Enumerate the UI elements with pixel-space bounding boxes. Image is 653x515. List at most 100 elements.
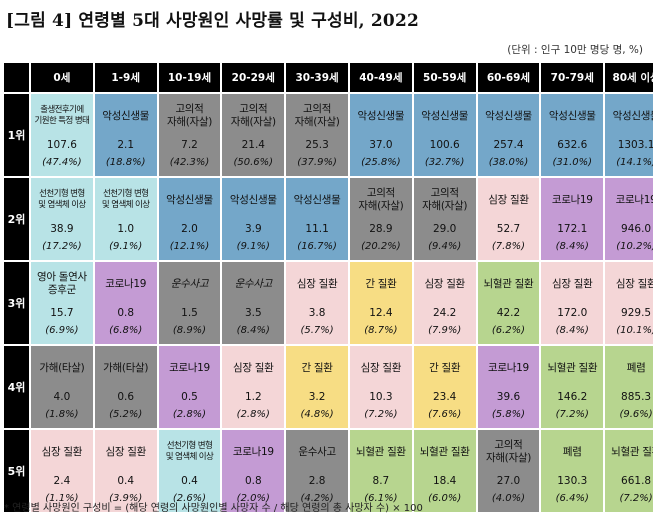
cause-name: 가해(타살) <box>103 361 149 374</box>
table-cell: 심장 질환 172.0 (8.4%) <box>541 262 604 344</box>
cause-name: 고의적 자해(자살) <box>485 439 531 464</box>
composition-percent: (7.2%) <box>619 493 653 504</box>
table-cell: 악성신생물 3.9 (9.1%) <box>222 178 285 260</box>
composition-percent: (9.6%) <box>619 409 653 420</box>
death-rate: 1.5 <box>181 307 198 319</box>
figure-title: [그림 4] 연령별 5대 사망원인 사망률 및 구성비, 2022 <box>6 11 420 31</box>
composition-percent: (8.4%) <box>555 241 589 252</box>
composition-percent: (9.1%) <box>236 241 270 252</box>
age-header: 10-19세 <box>158 63 221 92</box>
table-cell: 뇌혈관 질환 42.2 (6.2%) <box>477 262 540 344</box>
rank-label: 4위 <box>4 346 29 428</box>
cause-name: 심장 질환 <box>615 277 653 290</box>
death-rate: 11.1 <box>305 223 329 235</box>
composition-percent: (31.0%) <box>552 157 593 168</box>
composition-percent: (20.2%) <box>361 241 401 252</box>
table-cell: 폐렴 130.3 (6.4%) <box>541 430 604 512</box>
cause-name: 간 질환 <box>365 277 397 290</box>
death-rate: 0.4 <box>117 475 135 487</box>
table-cell: 뇌혈관 질환 661.8 (7.2%) <box>605 430 653 512</box>
composition-percent: (42.3%) <box>169 157 210 168</box>
table-cell: 코로나19 0.8 (6.8%) <box>94 262 157 344</box>
age-header: 70-79세 <box>541 63 604 92</box>
death-rate: 0.6 <box>117 391 135 403</box>
composition-percent: (5.7%) <box>300 325 334 336</box>
death-rate: 3.9 <box>244 223 262 235</box>
cause-name: 뇌혈관 질환 <box>611 445 653 458</box>
death-rate: 38.9 <box>50 223 74 235</box>
cause-name: 뇌혈관 질환 <box>355 445 406 458</box>
table-cell: 영아 돌연사 증후군 15.7 (6.9%) <box>31 262 93 344</box>
cause-name: 심장 질환 <box>424 277 465 290</box>
table-cell: 심장 질환 1.2 (2.8%) <box>222 346 285 428</box>
table-cell: 악성신생물 100.6 (32.7%) <box>413 94 476 176</box>
death-rate: 3.5 <box>244 307 262 319</box>
cause-name: 영아 돌연사 증후군 <box>36 271 87 296</box>
death-rate: 146.2 <box>557 391 588 403</box>
death-rate: 929.5 <box>621 307 652 319</box>
cause-name: 악성신생물 <box>102 109 150 122</box>
cause-name: 뇌혈관 질환 <box>483 277 534 290</box>
death-rate: 28.9 <box>369 223 393 235</box>
table-cell: 선천기형 변형 및 염색체 이상 38.9 (17.2%) <box>31 178 93 260</box>
cause-name: 고의적 자해(자살) <box>422 187 468 212</box>
composition-percent: (9.1%) <box>109 241 143 252</box>
age-header: 50-59세 <box>413 63 476 92</box>
cause-name: 코로나19 <box>615 193 653 206</box>
cause-name: 고의적 자해(자살) <box>230 103 276 128</box>
death-rate: 2.4 <box>53 475 71 487</box>
table-cell: 뇌혈관 질환 8.7 (6.1%) <box>349 430 412 512</box>
composition-percent: (6.0%) <box>428 493 462 504</box>
table-cell: 뇌혈관 질환 146.2 (7.2%) <box>541 346 604 428</box>
death-rate: 7.2 <box>181 139 198 151</box>
cause-name: 폐렴 <box>562 445 582 458</box>
death-rate: 130.3 <box>557 475 588 487</box>
death-rate: 0.8 <box>117 307 135 319</box>
composition-percent: (6.1%) <box>364 493 398 504</box>
composition-percent: (9.4%) <box>428 241 462 252</box>
cause-name: 심장 질환 <box>41 445 83 458</box>
composition-percent: (8.9%) <box>172 325 207 336</box>
corner-cell <box>4 63 29 92</box>
composition-percent: (38.0%) <box>488 157 529 168</box>
rank-label: 2위 <box>4 178 29 260</box>
composition-percent: (6.9%) <box>45 325 79 336</box>
composition-percent: (4.8%) <box>300 409 334 420</box>
age-header: 40-49세 <box>349 63 412 92</box>
table-cell: 간 질환 3.2 (4.8%) <box>286 346 348 428</box>
table-cell: 운수사고 1.5 (8.9%) <box>158 262 221 344</box>
composition-percent: (10.1%) <box>616 325 653 336</box>
table-cell: 악성신생물 632.6 (31.0%) <box>541 94 604 176</box>
death-rate: 21.4 <box>241 139 265 151</box>
death-rate: 107.6 <box>46 139 77 151</box>
cause-name: 고의적 자해(자살) <box>294 103 340 128</box>
composition-percent: (3.9%) <box>109 493 143 504</box>
death-rate: 632.6 <box>557 139 588 151</box>
cause-name: 운수사고 <box>170 277 209 290</box>
death-rate: 29.0 <box>432 223 457 235</box>
death-rate: 661.8 <box>621 475 652 487</box>
cause-of-death-table: 0세 1-9세 10-19세 20-29세 30-39세 40-49세 50-59세 60-6… <box>4 63 653 512</box>
unit-label: (단위 : 인구 10만 명당 명, %) <box>507 44 643 56</box>
death-rate: 15.7 <box>50 307 74 319</box>
composition-percent: (18.8%) <box>105 157 146 168</box>
table-cell: 고의적 자해(자살) 25.3 (37.9%) <box>286 94 348 176</box>
death-rate: 2.0 <box>181 223 198 235</box>
cause-name: 악성신생물 <box>293 193 341 206</box>
table-cell: 운수사고 3.5 (8.4%) <box>222 262 285 344</box>
composition-percent: (10.2%) <box>616 241 653 252</box>
cause-name: 악성신생물 <box>166 193 213 206</box>
composition-percent: (17.2%) <box>42 241 82 252</box>
table-cell: 코로나19 0.8 (2.0%) <box>222 430 285 512</box>
cause-name: 선천기형 변형 및 염색체 이상 <box>165 441 214 462</box>
cause-name: 고의적 자해(자살) <box>358 187 404 212</box>
age-header: 0세 <box>31 63 93 92</box>
cause-name: 심장 질환 <box>296 277 338 290</box>
table-cell: 고의적 자해(자살) 29.0 (9.4%) <box>413 178 476 260</box>
death-rate: 172.1 <box>557 223 588 235</box>
table-cell: 악성신생물 37.0 (25.8%) <box>349 94 412 176</box>
table-cell: 악성신생물 11.1 (16.7%) <box>286 178 348 260</box>
composition-percent: (25.8%) <box>361 157 401 168</box>
composition-percent: (2.8%) <box>172 409 207 420</box>
rank-label: 5위 <box>4 430 29 512</box>
